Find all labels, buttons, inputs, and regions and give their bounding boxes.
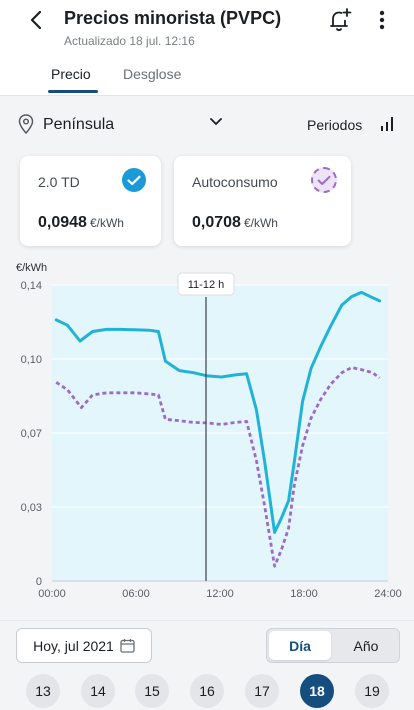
tariff-card-label: 2.0 TD <box>38 174 80 190</box>
region-selector-row: Península Periodos <box>0 106 414 142</box>
day-chip[interactable]: 15 <box>135 674 169 708</box>
calendar-icon <box>120 639 135 653</box>
y-tick-label: 0,10 <box>21 354 42 366</box>
day-chip[interactable]: 16 <box>190 674 224 708</box>
x-tick-label: 00:00 <box>38 588 66 600</box>
day-chip[interactable]: 19 <box>355 674 389 708</box>
toggle-dia[interactable]: Día <box>269 631 331 660</box>
chevron-down-icon[interactable] <box>210 118 222 126</box>
more-options-button[interactable] <box>370 6 394 34</box>
period-toggle: Día Año <box>266 628 400 663</box>
checked-dashed-circle-icon[interactable] <box>311 167 337 193</box>
back-button[interactable] <box>24 8 48 32</box>
last-updated-text: Actualizado 18 jul. 12:16 <box>64 34 195 48</box>
series-line-autoconsumo <box>55 366 381 568</box>
x-tick-label: 18:00 <box>290 588 318 600</box>
tab-bar: Precio Desglose <box>0 58 414 96</box>
page-title: Precios minorista (PVPC) <box>64 8 282 28</box>
series-line-2td <box>54 290 382 534</box>
tariff-card-label: Autoconsumo <box>192 174 278 190</box>
price-value: 0,0948 <box>38 214 87 231</box>
tariff-card-2td[interactable]: 2.0 TD 0,0948 €/kWh <box>20 156 161 246</box>
active-tab-indicator <box>48 90 98 93</box>
x-tick-label: 24:00 <box>374 588 402 600</box>
app-header: Precios minorista (PVPC) Actualizado 18 … <box>0 0 414 96</box>
y-tick-label: 0,07 <box>21 428 42 440</box>
location-pin-icon <box>18 114 34 134</box>
x-tick-label: 12:00 <box>206 588 234 600</box>
tab-desglose[interactable]: Desglose <box>123 66 182 82</box>
day-chip[interactable]: 17 <box>245 674 279 708</box>
price-value: 0,0708 <box>192 214 241 231</box>
date-label: Hoy, jul 2021 <box>33 637 114 654</box>
day-chip-selected[interactable]: 18 <box>300 674 334 708</box>
section-divider <box>0 620 414 621</box>
y-tick-label: 0,03 <box>21 502 42 514</box>
tab-precio[interactable]: Precio <box>51 66 91 82</box>
y-tick-label: 0,14 <box>21 280 42 292</box>
day-chip[interactable]: 13 <box>26 674 60 708</box>
toggle-anio[interactable]: Año <box>353 637 379 654</box>
price-unit: €/kWh <box>89 216 124 230</box>
region-dropdown[interactable]: Península <box>43 116 115 133</box>
tariff-card-autoconsumo[interactable]: Autoconsumo 0,0708 €/kWh <box>174 156 351 246</box>
add-alert-button[interactable] <box>326 6 354 34</box>
day-chip[interactable]: 14 <box>81 674 115 708</box>
y-axis-unit-label: €/kWh <box>16 262 47 274</box>
x-tick-label: 06:00 <box>122 588 150 600</box>
y-tick-label: 0 <box>36 576 42 588</box>
day-selector: 13 14 15 16 17 18 19 <box>0 672 414 710</box>
price-line-chart[interactable]: €/kWh 0 0,03 0,07 0,10 0,14 00:00 06:00 12:00 1… <box>0 255 414 605</box>
checked-circle-icon[interactable] <box>122 168 146 192</box>
tariff-card-price: 0,0948 €/kWh <box>38 214 124 232</box>
price-unit: €/kWh <box>243 216 278 230</box>
hour-cursor-label: 11-12 h <box>188 279 225 291</box>
header-divider <box>0 95 414 96</box>
back-arrow-icon <box>30 11 42 29</box>
more-vert-icon <box>379 10 385 30</box>
tariff-card-price: 0,0708 €/kWh <box>192 214 278 232</box>
bar-chart-icon[interactable] <box>380 117 394 131</box>
date-picker-button[interactable]: Hoy, jul 2021 <box>16 628 152 663</box>
periodos-button[interactable]: Periodos <box>307 117 363 133</box>
bell-add-icon <box>330 8 352 31</box>
hour-cursor-tooltip <box>177 272 235 296</box>
